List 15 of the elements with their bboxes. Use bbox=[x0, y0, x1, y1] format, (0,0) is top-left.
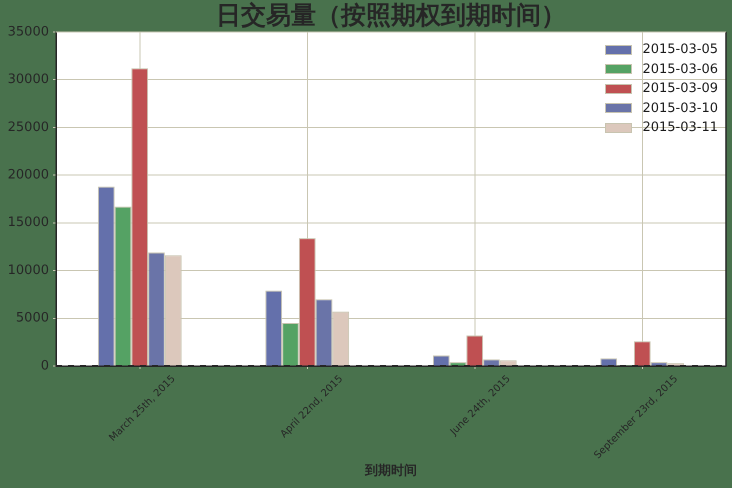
y-tick-label: 15000 bbox=[8, 215, 49, 230]
y-tick-label: 35000 bbox=[8, 24, 49, 40]
legend-label: 2015-03-11 bbox=[642, 120, 718, 136]
y-tick-label: 25000 bbox=[8, 120, 49, 135]
y-tick-label: 10000 bbox=[8, 262, 49, 278]
y-tick-label: 30000 bbox=[8, 72, 49, 88]
y-tick-label: 20000 bbox=[8, 168, 49, 183]
legend-label: 2015-03-09 bbox=[642, 81, 718, 96]
y-tick-label: 5000 bbox=[16, 310, 49, 326]
legend-label: 2015-03-05 bbox=[642, 42, 718, 58]
chart-title: 日交易量（按照期权到期时间） bbox=[216, 0, 566, 30]
x-axis-title: 到期时间 bbox=[364, 464, 417, 479]
legend-label: 2015-03-10 bbox=[642, 100, 718, 116]
y-tick-label: 0 bbox=[40, 358, 49, 374]
legend-label: 2015-03-06 bbox=[642, 62, 718, 77]
